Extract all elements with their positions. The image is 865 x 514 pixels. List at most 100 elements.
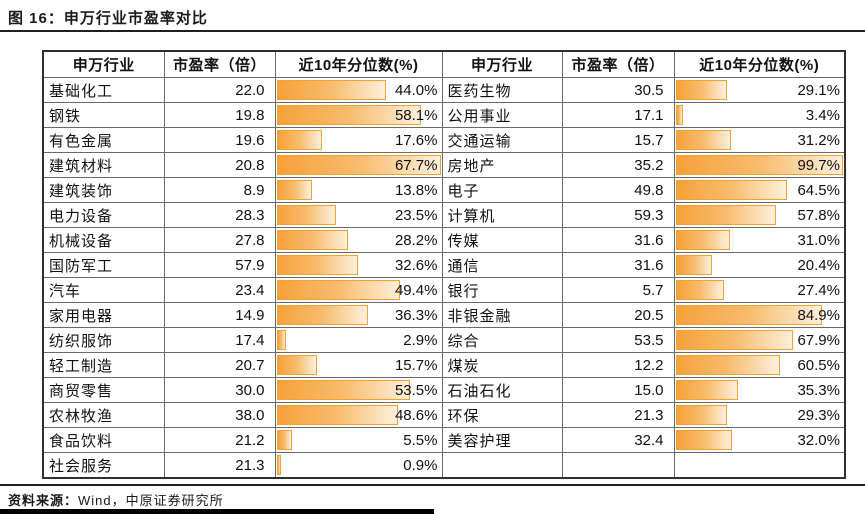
percentile-value: 28.2% (394, 231, 438, 249)
percentile-bar (276, 305, 368, 325)
header-industry-left: 申万行业 (42, 50, 165, 78)
percentile-value: 3.4% (805, 106, 840, 124)
percentile-bar (276, 380, 410, 400)
pe-cell: 15.7 (561, 127, 675, 153)
pe-cell: 21.3 (561, 402, 675, 428)
header-pe-right: 市盈率（倍） (561, 50, 675, 78)
percentile-bar (276, 80, 387, 100)
figure-title: 图 16：申万行业市盈率对比 (8, 10, 208, 27)
percentile-bar (276, 455, 281, 475)
pe-cell: 20.5 (561, 302, 675, 328)
bottom-page-rule (0, 509, 434, 514)
pe-cell: 17.1 (561, 102, 675, 128)
percentile-value: 20.4% (797, 256, 840, 274)
industry-cell: 房地产 (441, 152, 563, 178)
table-row: 建筑材料 20.8 67.7% 房地产 35.2 99.7% (42, 152, 846, 178)
percentile-value: 64.5% (797, 181, 840, 199)
table-header-row: 申万行业 市盈率（倍） 近10年分位数(%) 申万行业 市盈率（倍） 近10年分… (42, 50, 846, 78)
pe-cell: 12.2 (561, 352, 675, 378)
industry-cell: 煤炭 (441, 352, 563, 378)
pe-cell: 23.4 (163, 277, 276, 303)
pe-cell: 21.2 (163, 427, 276, 453)
table-row: 基础化工 22.0 44.0% 医药生物 30.5 29.1% (42, 77, 846, 103)
pe-cell: 28.3 (163, 202, 276, 228)
percentile-value: 99.7% (797, 156, 840, 174)
pe-cell: 22.0 (163, 77, 276, 103)
percentile-value: 84.9% (797, 306, 840, 324)
percentile-cell: 13.8% (274, 177, 443, 203)
industry-cell: 传媒 (441, 227, 563, 253)
pe-cell: 38.0 (163, 402, 276, 428)
percentile-bar (276, 405, 398, 425)
percentile-value: 35.3% (797, 381, 840, 399)
industry-cell: 商贸零售 (42, 377, 165, 403)
percentile-value: 27.4% (797, 281, 840, 299)
header-percentile-left: 近10年分位数(%) (274, 50, 443, 78)
percentile-bar (675, 230, 731, 250)
percentile-bar (675, 330, 793, 350)
percentile-value: 58.1% (394, 106, 438, 124)
industry-cell: 公用事业 (441, 102, 563, 128)
percentile-cell: 67.9% (673, 327, 846, 353)
percentile-value: 44.0% (394, 81, 438, 99)
percentile-value: 67.9% (797, 331, 840, 349)
pe-cell: 14.9 (163, 302, 276, 328)
percentile-value: 0.9% (403, 456, 438, 474)
source-label: 资料来源： (8, 493, 79, 508)
percentile-cell: 57.8% (673, 202, 846, 228)
pe-cell: 5.7 (561, 277, 675, 303)
percentile-cell: 58.1% (274, 102, 443, 128)
pe-cell: 20.8 (163, 152, 276, 178)
percentile-bar (276, 280, 400, 300)
pe-cell: 19.6 (163, 127, 276, 153)
percentile-cell (673, 452, 846, 479)
pe-comparison-table: 申万行业 市盈率（倍） 近10年分位数(%) 申万行业 市盈率（倍） 近10年分… (42, 50, 846, 479)
percentile-cell: 31.2% (673, 127, 846, 153)
percentile-cell: 36.3% (274, 302, 443, 328)
industry-cell: 食品饮料 (42, 427, 165, 453)
industry-cell: 农林牧渔 (42, 402, 165, 428)
percentile-cell: 67.7% (274, 152, 443, 178)
industry-cell: 机械设备 (42, 227, 165, 253)
percentile-bar (675, 380, 738, 400)
header-industry-right: 申万行业 (441, 50, 563, 78)
percentile-bar (675, 280, 725, 300)
percentile-value: 49.4% (394, 281, 438, 299)
percentile-value: 17.6% (394, 131, 438, 149)
percentile-value: 60.5% (797, 356, 840, 374)
table-row: 建筑装饰 8.9 13.8% 电子 49.8 64.5% (42, 177, 846, 203)
industry-cell: 电子 (441, 177, 563, 203)
percentile-value: 5.5% (403, 431, 438, 449)
industry-cell: 通信 (441, 252, 563, 278)
percentile-bar (675, 180, 788, 200)
percentile-cell: 17.6% (274, 127, 443, 153)
percentile-bar (675, 355, 781, 375)
percentile-cell: 31.0% (673, 227, 846, 253)
percentile-cell: 53.5% (274, 377, 443, 403)
percentile-cell: 32.0% (673, 427, 846, 453)
header-pe-left: 市盈率（倍） (163, 50, 276, 78)
source-text: Wind，中原证券研究所 (78, 493, 224, 508)
percentile-cell: 44.0% (274, 77, 443, 103)
percentile-bar (276, 155, 441, 175)
pe-cell: 19.8 (163, 102, 276, 128)
percentile-cell: 35.3% (673, 377, 846, 403)
percentile-value: 15.7% (394, 356, 438, 374)
industry-cell: 纺织服饰 (42, 327, 165, 353)
percentile-bar (276, 330, 286, 350)
table-row: 纺织服饰 17.4 2.9% 综合 53.5 67.9% (42, 327, 846, 353)
percentile-bar (276, 105, 421, 125)
industry-cell: 社会服务 (42, 452, 165, 479)
percentile-cell: 99.7% (673, 152, 846, 178)
pe-cell: 53.5 (561, 327, 675, 353)
industry-cell: 轻工制造 (42, 352, 165, 378)
percentile-bar (675, 105, 684, 125)
table-row: 机械设备 27.8 28.2% 传媒 31.6 31.0% (42, 227, 846, 253)
industry-cell: 石油石化 (441, 377, 563, 403)
industry-cell: 电力设备 (42, 202, 165, 228)
industry-cell: 基础化工 (42, 77, 165, 103)
pe-cell: 49.8 (561, 177, 675, 203)
table-row: 食品饮料 21.2 5.5% 美容护理 32.4 32.0% (42, 427, 846, 453)
percentile-value: 31.0% (797, 231, 840, 249)
percentile-bar (675, 305, 822, 325)
